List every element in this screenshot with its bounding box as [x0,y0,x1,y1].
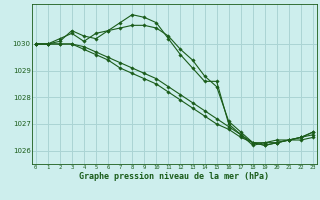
X-axis label: Graphe pression niveau de la mer (hPa): Graphe pression niveau de la mer (hPa) [79,172,269,181]
